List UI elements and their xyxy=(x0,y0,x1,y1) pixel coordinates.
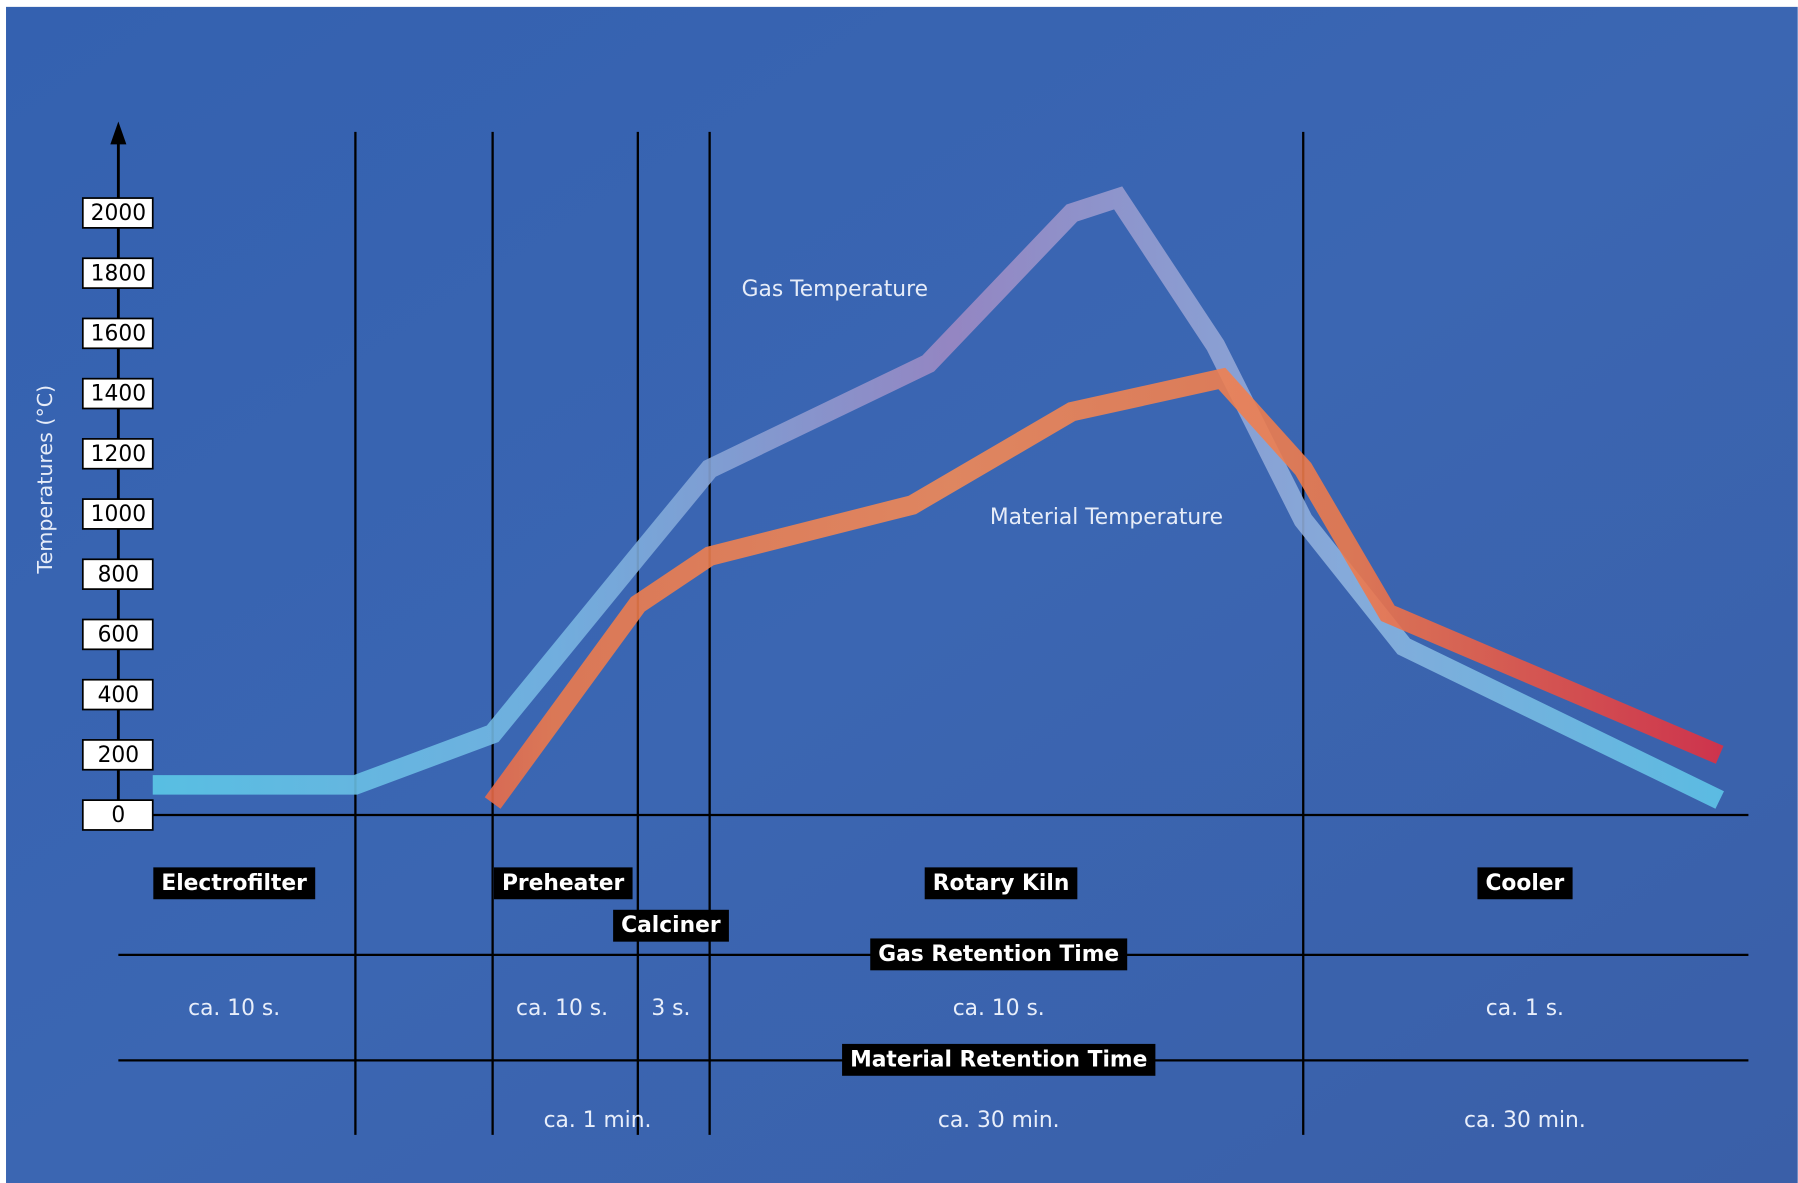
y-tick-label: 1400 xyxy=(91,382,146,407)
y-tick-box xyxy=(81,799,154,831)
label-box xyxy=(870,938,1128,971)
label-box xyxy=(1477,867,1573,900)
series-label: Gas Temperature xyxy=(742,277,928,302)
gas-time: ca. 1 s. xyxy=(1486,996,1564,1021)
gas-time: ca. 10 s. xyxy=(516,996,608,1021)
y-tick-box xyxy=(81,498,154,530)
gas-time: 3 s. xyxy=(651,996,690,1021)
label-box xyxy=(842,1043,1156,1076)
section-title: Material Retention Time xyxy=(850,1047,1147,1072)
zone-label: Preheater xyxy=(502,871,625,896)
material-time: ca. 30 min. xyxy=(938,1108,1060,1133)
y-tick-box xyxy=(81,739,154,771)
background xyxy=(6,6,1798,1183)
y-tick-label: 1600 xyxy=(91,322,146,347)
y-tick-box xyxy=(81,558,154,590)
gas-time: ca. 10 s. xyxy=(188,996,280,1021)
y-tick-label: 800 xyxy=(98,562,140,587)
y-tick-label: 400 xyxy=(98,683,140,708)
y-tick-box xyxy=(81,678,154,711)
label-box xyxy=(924,867,1078,900)
line-layer xyxy=(152,186,1724,809)
material-time: ca. 1 min. xyxy=(544,1108,652,1133)
y-tick-box xyxy=(81,618,154,651)
y-tick-label: 1000 xyxy=(91,502,146,527)
zone-label: Electrofilter xyxy=(161,871,307,896)
y-tick-label: 1200 xyxy=(91,442,146,467)
y-tick-label: 2000 xyxy=(91,201,146,226)
y-tick-box xyxy=(81,438,154,470)
y-tick-label: 600 xyxy=(98,623,140,648)
y-tick-box xyxy=(81,377,154,410)
section-title: Gas Retention Time xyxy=(878,942,1119,967)
y-tick-box xyxy=(81,317,154,350)
zone-label: Calciner xyxy=(621,913,721,938)
material-time: ca. 30 min. xyxy=(1464,1108,1586,1133)
y-tick-box xyxy=(81,197,154,229)
series-line xyxy=(484,367,1724,809)
label-box xyxy=(153,867,316,900)
gas-time: ca. 10 s. xyxy=(953,996,1045,1021)
label-box xyxy=(493,867,633,900)
grid-layer xyxy=(354,131,1305,1135)
tick-layer: 0 200 400 600 800 1000 1200 1400 1600 1800 2000 xyxy=(81,197,154,831)
y-tick-box xyxy=(81,257,154,289)
series-line xyxy=(152,186,1724,809)
y-axis-arrow xyxy=(110,121,127,145)
zone-label: Cooler xyxy=(1485,871,1564,896)
y-tick-label: 0 xyxy=(111,803,125,828)
zone-label: Rotary Kiln xyxy=(933,871,1070,896)
y-tick-label: 200 xyxy=(98,743,140,768)
series-label: Material Temperature xyxy=(990,505,1223,530)
y-axis-label: Temperatures (°C) xyxy=(33,385,57,575)
label-box xyxy=(613,909,729,942)
y-tick-label: 1800 xyxy=(91,261,146,286)
label-layer: Temperatures (°C) Gas Temperature Materi… xyxy=(33,277,1586,1133)
